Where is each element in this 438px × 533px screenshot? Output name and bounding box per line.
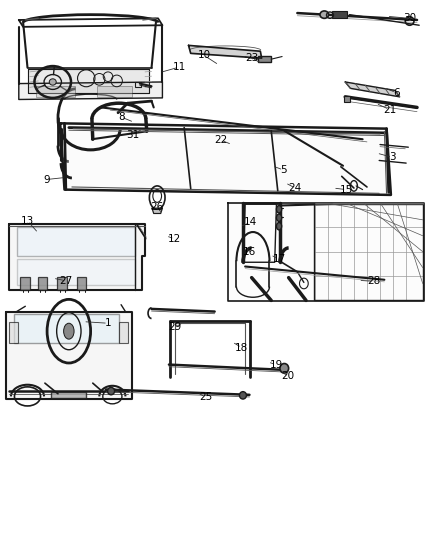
Bar: [14, 314, 119, 343]
Polygon shape: [6, 312, 132, 399]
Polygon shape: [345, 82, 399, 97]
Text: 1: 1: [105, 318, 111, 328]
Polygon shape: [19, 82, 162, 100]
Bar: [9, 322, 18, 343]
Text: 27: 27: [60, 276, 73, 286]
Text: 28: 28: [367, 276, 380, 286]
Ellipse shape: [276, 222, 282, 230]
Bar: [36, 86, 75, 97]
Text: 5: 5: [280, 165, 287, 175]
Ellipse shape: [108, 387, 115, 395]
Bar: [77, 277, 86, 290]
Polygon shape: [28, 69, 149, 93]
Text: 16: 16: [243, 247, 257, 257]
Ellipse shape: [64, 323, 74, 339]
Text: 24: 24: [289, 183, 302, 193]
Bar: [20, 277, 30, 290]
Text: 6: 6: [393, 87, 399, 98]
Bar: [332, 12, 347, 18]
Bar: [51, 392, 86, 398]
Text: 3: 3: [389, 152, 396, 162]
Text: 20: 20: [282, 371, 295, 381]
Text: 15: 15: [340, 184, 353, 195]
Polygon shape: [152, 208, 162, 214]
Bar: [258, 56, 271, 62]
Bar: [38, 277, 47, 290]
Bar: [135, 82, 141, 87]
Polygon shape: [228, 203, 424, 301]
Text: 21: 21: [383, 104, 396, 115]
Ellipse shape: [49, 79, 56, 85]
Text: 10: 10: [198, 51, 211, 60]
Text: 19: 19: [269, 360, 283, 369]
Polygon shape: [9, 224, 145, 290]
Text: 18: 18: [235, 343, 248, 353]
Ellipse shape: [240, 392, 247, 399]
Text: 22: 22: [215, 135, 228, 146]
Bar: [17, 259, 135, 285]
Text: 9: 9: [43, 174, 49, 184]
Ellipse shape: [320, 11, 328, 18]
Text: 31: 31: [126, 130, 139, 140]
Text: 30: 30: [403, 13, 416, 23]
Text: 13: 13: [21, 216, 34, 226]
Text: 14: 14: [244, 217, 257, 228]
Bar: [314, 204, 423, 301]
Bar: [344, 96, 350, 102]
Polygon shape: [188, 45, 261, 58]
Text: 29: 29: [169, 322, 182, 333]
Ellipse shape: [276, 214, 282, 221]
Polygon shape: [60, 123, 391, 195]
Text: 17: 17: [272, 254, 286, 264]
Text: 8: 8: [118, 112, 124, 122]
Bar: [119, 322, 127, 343]
Text: 26: 26: [150, 202, 163, 212]
Bar: [57, 277, 67, 290]
Ellipse shape: [276, 206, 282, 213]
Bar: [97, 86, 132, 97]
Bar: [17, 227, 135, 256]
Text: 11: 11: [172, 62, 186, 72]
Text: 12: 12: [168, 234, 181, 244]
Ellipse shape: [280, 364, 289, 373]
Text: 25: 25: [199, 392, 212, 402]
Text: 23: 23: [245, 53, 259, 63]
